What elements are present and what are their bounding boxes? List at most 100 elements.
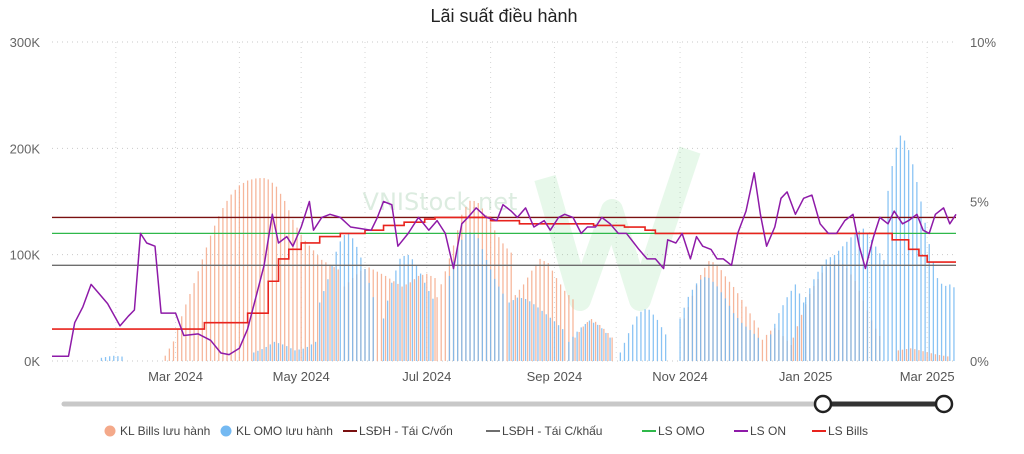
omo-volume-bar xyxy=(407,254,409,361)
omo-volume-bar xyxy=(121,356,123,361)
omo-volume-bar xyxy=(265,346,267,361)
bills-volume-bar xyxy=(288,210,290,361)
omo-volume-bar xyxy=(895,147,897,361)
bills-volume-bar xyxy=(514,295,516,361)
bills-volume-bar xyxy=(263,178,265,361)
omo-volume-bar xyxy=(924,222,926,361)
bills-volume-bar xyxy=(329,264,331,361)
omo-volume-bar xyxy=(821,265,823,361)
bills-volume-bar xyxy=(246,180,249,361)
omo-volume-bar xyxy=(395,270,397,361)
bills-volume-bar xyxy=(185,304,187,361)
bills-volume-bar xyxy=(434,278,436,361)
omo-volume-bar xyxy=(541,310,543,361)
omo-volume-bar xyxy=(745,326,747,361)
slider-end-handle[interactable] xyxy=(934,394,954,414)
omo-volume-bar xyxy=(508,302,510,361)
omo-volume-bar xyxy=(660,327,663,361)
bills-volume-bar xyxy=(910,348,912,361)
left-axis-tick-label: 0K xyxy=(24,354,40,369)
omo-volume-bar xyxy=(302,348,304,361)
bills-volume-bar xyxy=(574,337,576,361)
bills-volume-bar xyxy=(209,235,212,361)
omo-volume-bar xyxy=(403,255,405,361)
omo-volume-bar xyxy=(720,292,722,361)
bills-volume-bar xyxy=(275,186,278,361)
bills-volume-bar xyxy=(905,349,908,361)
bills-volume-bar xyxy=(337,269,339,361)
axes: 0K 100K 200K 300K 0% 5% 10% Mar 2024 May 2024 Jul… xyxy=(10,35,997,384)
bills-volume-bar xyxy=(197,271,199,361)
omo-volume-bar xyxy=(537,307,539,361)
omo-volume-bar xyxy=(640,311,642,361)
omo-volume-bar xyxy=(813,279,815,361)
omo-volume-bar xyxy=(424,282,426,361)
bills-volume-bar xyxy=(586,322,589,361)
omo-volume-bar xyxy=(298,349,300,361)
legend-label: LSĐH - Tái C/khấu xyxy=(502,424,602,438)
chart-title: Lãi suất điều hành xyxy=(430,6,577,26)
bills-volume-bar xyxy=(251,179,253,361)
bills-volume-bar xyxy=(317,255,319,361)
omo-volume-bar xyxy=(524,298,527,361)
omo-volume-bar xyxy=(887,190,889,361)
omo-volume-bar xyxy=(866,233,869,361)
omo-volume-bar xyxy=(335,251,337,361)
omo-volume-bar xyxy=(432,298,434,361)
omo-volume-bar xyxy=(306,346,308,361)
omo-volume-bar xyxy=(891,166,893,361)
omo-volume-bar xyxy=(360,257,362,361)
bills-volume-bar xyxy=(440,284,442,361)
omo-volume-bar xyxy=(945,285,947,361)
bills-volume-bar xyxy=(607,333,609,361)
omo-volume-bar xyxy=(665,334,667,361)
right-axis-tick-label: 0% xyxy=(970,354,989,369)
bills-volume-bar xyxy=(284,200,286,361)
omo-volume-bar xyxy=(352,238,354,361)
omo-volume-bar xyxy=(113,355,115,361)
date-range-slider[interactable] xyxy=(61,394,954,414)
omo-volume-bar xyxy=(310,344,313,361)
bills-volume-bar xyxy=(300,234,302,361)
x-axis-tick-label: Jul 2024 xyxy=(402,369,451,384)
bills-volume-bar xyxy=(594,321,597,361)
legend-label: LS OMO xyxy=(658,424,705,438)
omo-volume-bar xyxy=(700,279,702,361)
bills-volume-bar xyxy=(422,274,424,361)
bills-volume-bar xyxy=(393,281,395,361)
omo-volume-bar xyxy=(273,341,276,361)
overnight-rate-line xyxy=(52,172,957,357)
omo-volume-bar xyxy=(683,307,685,361)
right-axis-tick-label: 10% xyxy=(970,35,996,50)
bills-volume-bar xyxy=(930,353,932,361)
omo-volume-bar xyxy=(928,244,930,361)
omo-volume-bar xyxy=(749,330,751,361)
omo-volume-bar xyxy=(753,333,755,361)
bills-volume-bar xyxy=(547,263,549,361)
left-axis-tick-label: 100K xyxy=(10,248,41,263)
omo-volume-bar xyxy=(953,287,955,361)
omo-volume-bar xyxy=(448,275,451,361)
omo-volume-bar xyxy=(568,341,570,361)
omo-volume-bar xyxy=(253,352,255,361)
omo-volume-bar xyxy=(502,293,504,361)
omo-volume-bar xyxy=(687,296,689,361)
omo-volume-bar xyxy=(601,328,603,361)
omo-volume-bar xyxy=(907,150,910,361)
omo-volume-bar xyxy=(485,259,488,361)
bills-volume-bar xyxy=(218,216,220,361)
slider-start-handle[interactable] xyxy=(813,394,833,414)
legend-label: LS Bills xyxy=(828,424,868,438)
omo-volume-bar xyxy=(949,284,951,361)
bills-volume-bar xyxy=(914,349,916,361)
bills-volume-bar xyxy=(522,284,525,361)
omo-volume-bar xyxy=(724,298,727,361)
bills-volume-bar xyxy=(238,185,241,361)
omo-volume-bar xyxy=(786,297,788,361)
bills-volume-bar xyxy=(531,270,533,361)
omo-volume-bar xyxy=(936,278,939,361)
bills-volume-bar xyxy=(800,314,803,361)
omo-volume-bar xyxy=(382,318,385,361)
omo-volume-bar xyxy=(652,314,654,361)
omo-volume-bar xyxy=(588,320,591,361)
